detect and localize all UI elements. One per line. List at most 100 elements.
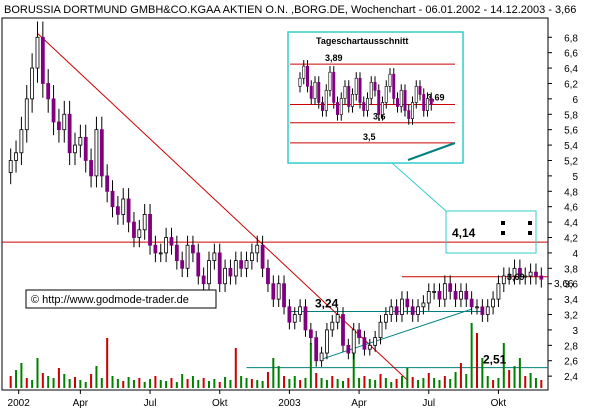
downtrend-line [37, 33, 408, 381]
candle-body [185, 244, 190, 269]
current-price-label: 3,66 [554, 279, 574, 290]
volume-bar [181, 374, 184, 388]
candle-body [46, 83, 51, 100]
inset-candle-body [335, 102, 339, 115]
candle-body [416, 306, 420, 315]
volume-bar [395, 379, 398, 388]
volume-bar [524, 376, 527, 388]
volume-bar [57, 368, 60, 388]
x-tick-label: Okt [491, 398, 507, 409]
y-tick-label: 3,4 [564, 295, 578, 306]
candle-body [126, 198, 131, 223]
candle-body [217, 252, 222, 285]
inset-candle-body [403, 90, 407, 111]
inset-level-label-3-89: 3,89 [325, 53, 343, 63]
candle-body [314, 337, 319, 362]
candle-body [394, 306, 399, 315]
inset-candle-body [392, 73, 396, 99]
volume-bar [309, 343, 312, 388]
volume-bar [384, 378, 387, 388]
candle-body [169, 237, 174, 246]
candle-body [239, 260, 244, 269]
candle-body [148, 213, 152, 246]
volume-bar [100, 378, 103, 388]
volume-bar [154, 376, 157, 388]
candle-body [357, 329, 361, 339]
volume-bar [95, 366, 98, 388]
volume-bar [277, 366, 280, 388]
x-axis: 2002 Apr Jul Okt 2003 Apr Jul Okt [8, 390, 507, 409]
y-tick-label: 4 [572, 249, 578, 260]
candle-body [512, 267, 517, 277]
volume-bar [449, 379, 452, 388]
inset-candle-body [373, 82, 377, 91]
candle-body [153, 244, 158, 254]
volume-bar [411, 377, 414, 388]
candle-body [453, 291, 458, 300]
inset-candle-body [369, 82, 373, 99]
volume-bar [374, 380, 377, 388]
volume-bar [149, 379, 152, 388]
inset-candle-body [317, 82, 321, 103]
candle-body [223, 267, 227, 285]
volume-bar [417, 380, 420, 388]
volume-bar [443, 376, 446, 388]
inset-candle-body [414, 86, 418, 103]
candle-body [212, 252, 217, 262]
volume-bar [132, 380, 135, 388]
volume-bar [433, 378, 436, 388]
plot-frame [1, 17, 549, 391]
candle-body [373, 337, 378, 346]
candle-body [207, 260, 211, 285]
zoom-handle [501, 231, 505, 235]
candle-body [180, 260, 185, 269]
volume-bar [122, 381, 125, 388]
volume-bar [197, 380, 200, 388]
volume-bar [518, 358, 521, 388]
level-label-2-51: 2,51 [483, 353, 507, 367]
chart-title: BORUSSIA DORTMUND GMBH&CO.KGAA AKTIEN O.… [4, 4, 576, 16]
volume-bar [218, 382, 221, 388]
volume-bars [9, 323, 543, 388]
volume-bar [20, 363, 23, 388]
candle-body [507, 275, 512, 278]
zoom-handle [528, 221, 532, 225]
volume-bar [379, 374, 382, 388]
inset-candle-body [347, 86, 351, 107]
volume-bar [138, 378, 141, 388]
candle-body [292, 314, 297, 323]
inset-candle-body [362, 102, 366, 111]
candle-body [228, 267, 233, 277]
volume-bar [191, 376, 194, 388]
y-tick-label: 6,8 [564, 33, 578, 44]
y-tick-label: 3,6 [564, 280, 578, 291]
y-tick-label: 2,8 [564, 341, 578, 352]
volume-bar [502, 343, 505, 388]
candle-body [266, 267, 270, 285]
candle-body [276, 283, 281, 300]
volume-bar [470, 323, 473, 388]
candle-body [260, 244, 265, 269]
candle-body [475, 306, 479, 309]
volume-bar [352, 353, 355, 388]
candle-body [496, 283, 501, 300]
volume-bar [363, 376, 366, 388]
candle-body [378, 321, 383, 339]
candle-body [191, 244, 195, 254]
candle-body [137, 229, 142, 238]
volume-bar [229, 380, 232, 388]
volume-bar [481, 358, 484, 388]
volume-bar [529, 373, 532, 388]
candle-body [282, 283, 286, 308]
inset-candle-body [350, 94, 354, 107]
volume-bar [175, 382, 178, 388]
volume-bar [272, 358, 275, 388]
volume-bar [250, 379, 253, 388]
candle-body [164, 237, 169, 254]
volume-bar [400, 376, 403, 388]
volume-bar [9, 376, 12, 388]
inset-level-label-3-5: 3,5 [363, 132, 376, 142]
candle-body [8, 160, 13, 173]
candle-body [335, 314, 340, 323]
volume-bar [390, 382, 393, 388]
